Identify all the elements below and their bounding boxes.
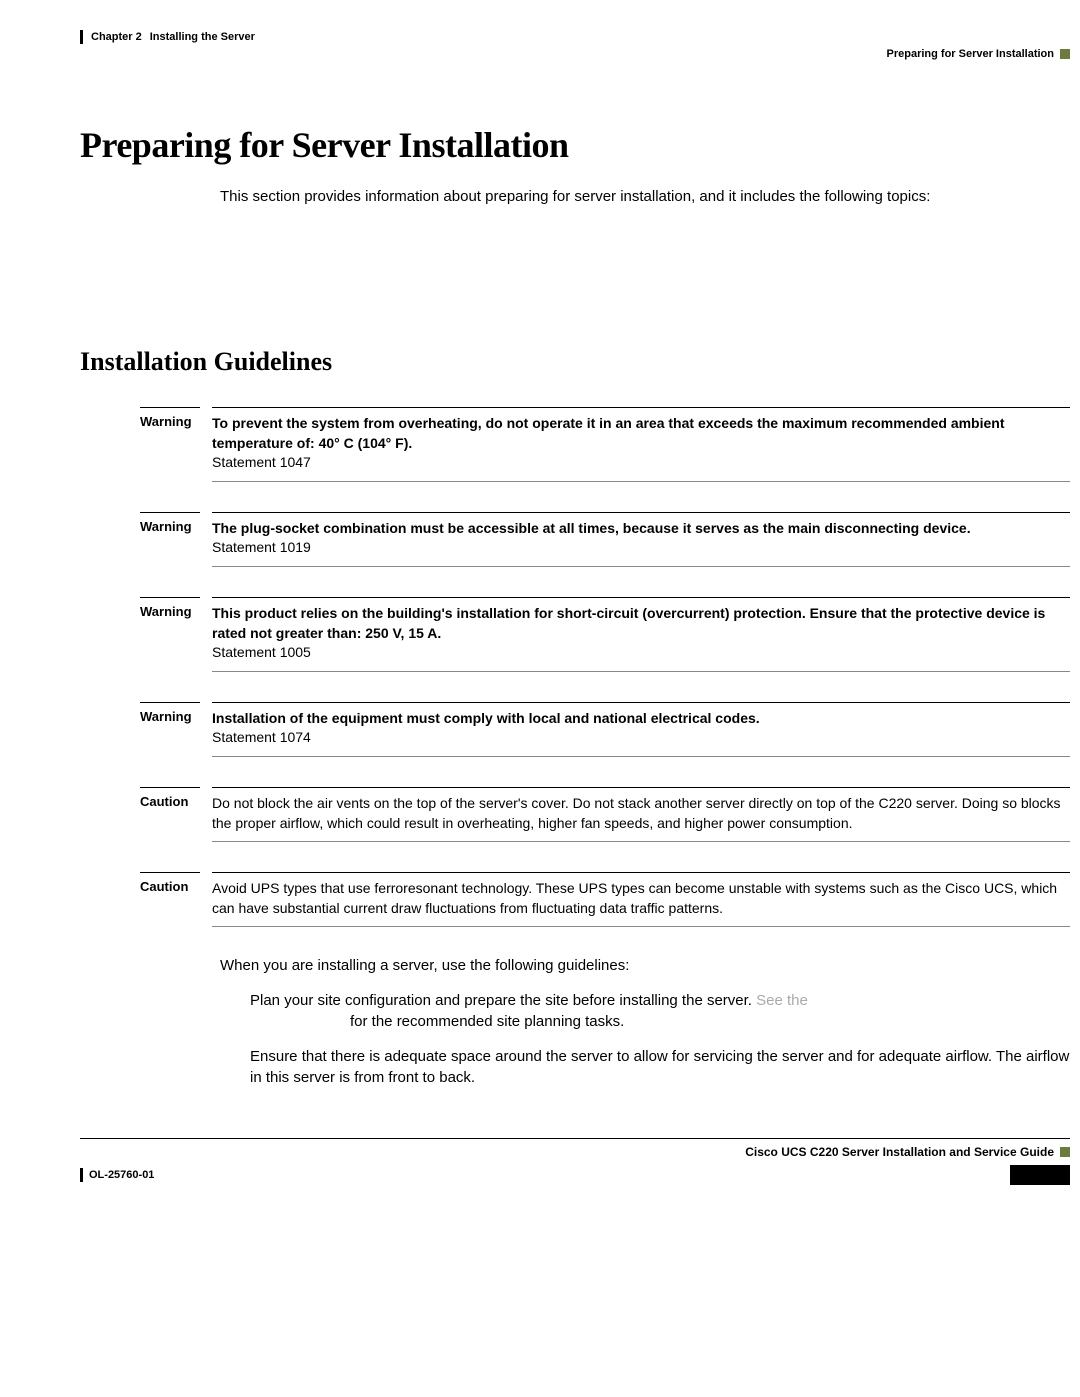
statement-text: Statement 1074: [212, 729, 311, 745]
warning-text: The plug-socket combination must be acce…: [212, 520, 971, 536]
intro-text: This section provides information about …: [220, 186, 1070, 207]
footer-inner: Cisco UCS C220 Server Installation and S…: [80, 1145, 1070, 1159]
bullet-link[interactable]: See the: [756, 992, 808, 1009]
bullet-item-1: Plan your site configuration and prepare…: [250, 990, 1070, 1032]
warning-1: Warning To prevent the system from overh…: [140, 407, 1070, 482]
warning-2: Warning The plug-socket combination must…: [140, 512, 1070, 567]
caution-text: Do not block the air vents on the top of…: [212, 795, 1061, 831]
section-label: Installing the Server: [150, 31, 255, 43]
footer-bottom: OL-25760-01: [80, 1165, 1070, 1185]
warning-label: Warning: [140, 407, 200, 482]
warning-4: Warning Installation of the equipment mu…: [140, 702, 1070, 757]
page-number-block: [1010, 1165, 1070, 1185]
header-bar-icon: [80, 30, 83, 44]
statement-text: Statement 1019: [212, 539, 311, 555]
caution-body: Do not block the air vents on the top of…: [212, 787, 1070, 842]
warning-text: This product relies on the building's in…: [212, 605, 1045, 641]
caution-text: Avoid UPS types that use ferroresonant t…: [212, 880, 1057, 916]
footer-right: [1010, 1165, 1070, 1185]
caution-label: Caution: [140, 872, 200, 927]
header-left: Chapter 2 Installing the Server: [80, 30, 255, 44]
doc-number: OL-25760-01: [89, 1169, 154, 1181]
caution-body: Avoid UPS types that use ferroresonant t…: [212, 872, 1070, 927]
warning-label: Warning: [140, 512, 200, 567]
warning-text: Installation of the equipment must compl…: [212, 710, 760, 726]
header-right: Preparing for Server Installation: [887, 48, 1071, 60]
caution-2: Caution Avoid UPS types that use ferrore…: [140, 872, 1070, 927]
footer-guide-title: Cisco UCS C220 Server Installation and S…: [745, 1145, 1054, 1159]
page-footer: Cisco UCS C220 Server Installation and S…: [80, 1138, 1070, 1185]
page-header-sub: Preparing for Server Installation: [80, 48, 1070, 64]
caution-1: Caution Do not block the air vents on th…: [140, 787, 1070, 842]
bullet-continuation: for the recommended site planning tasks.: [350, 1013, 624, 1030]
warning-body: The plug-socket combination must be acce…: [212, 512, 1070, 567]
bullet-text: Ensure that there is adequate space arou…: [250, 1048, 1069, 1086]
bullet-item-2: Ensure that there is adequate space arou…: [250, 1046, 1070, 1088]
warning-body: To prevent the system from overheating, …: [212, 407, 1070, 482]
page-header: Chapter 2 Installing the Server: [80, 30, 1070, 48]
caution-label: Caution: [140, 787, 200, 842]
footer-bar-icon: [80, 1168, 83, 1182]
breadcrumb-label: Preparing for Server Installation: [887, 48, 1055, 60]
bullet-text: Plan your site configuration and prepare…: [250, 992, 752, 1009]
statement-text: Statement 1005: [212, 644, 311, 660]
footer-square-icon: [1060, 1147, 1070, 1157]
warning-body: Installation of the equipment must compl…: [212, 702, 1070, 757]
warning-body: This product relies on the building's in…: [212, 597, 1070, 672]
main-title: Preparing for Server Installation: [80, 124, 1070, 166]
statement-text: Statement 1047: [212, 454, 311, 470]
footer-left: OL-25760-01: [80, 1168, 154, 1182]
warning-label: Warning: [140, 702, 200, 757]
guidelines-intro: When you are installing a server, use th…: [220, 957, 1070, 974]
section-title: Installation Guidelines: [80, 347, 1070, 377]
header-square-icon: [1060, 49, 1070, 59]
bullet-list: Plan your site configuration and prepare…: [250, 990, 1070, 1088]
chapter-label: Chapter 2: [91, 31, 142, 43]
warning-text: To prevent the system from overheating, …: [212, 415, 1005, 451]
warning-3: Warning This product relies on the build…: [140, 597, 1070, 672]
warning-label: Warning: [140, 597, 200, 672]
